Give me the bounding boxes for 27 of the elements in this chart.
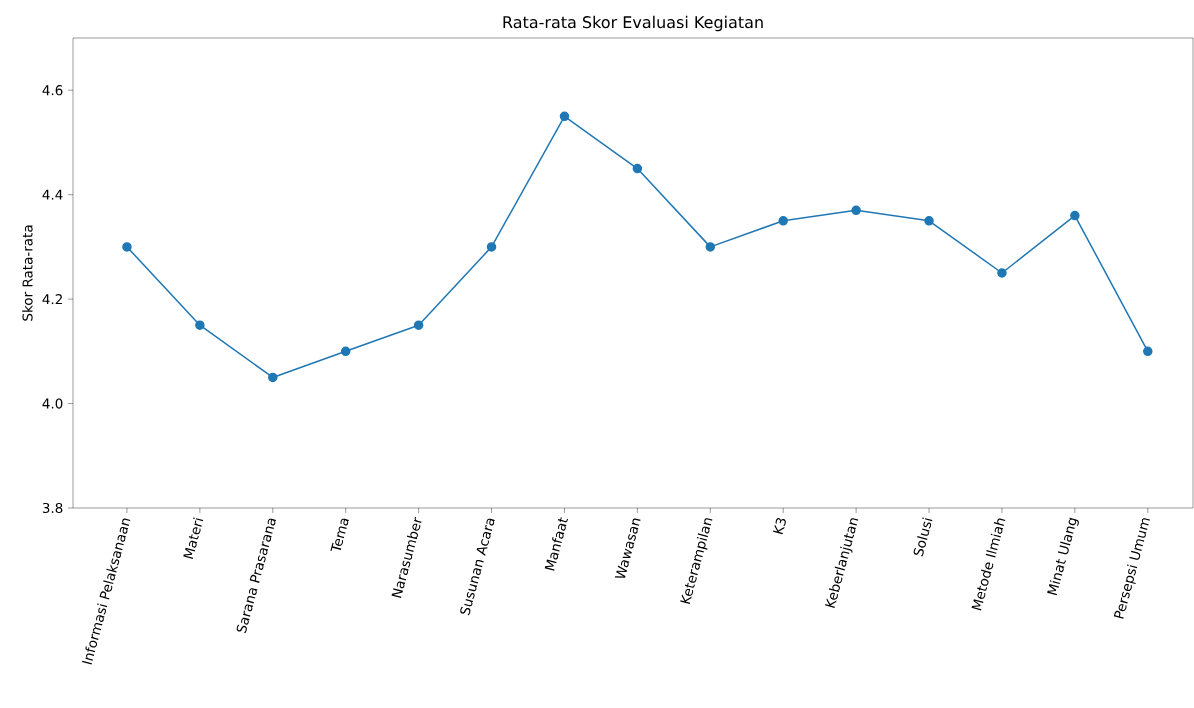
point — [632, 163, 643, 174]
y-tick-label: 4.0 — [42, 398, 63, 409]
point — [705, 242, 716, 252]
point — [268, 372, 278, 383]
y-axis-title: Skor Rata-rata — [22, 225, 33, 321]
x-tick-label: K3 — [773, 518, 786, 535]
x-tick-label: Materi — [183, 517, 204, 559]
point — [195, 320, 205, 330]
x-tick-label: Solusi — [913, 517, 933, 557]
point — [1143, 346, 1153, 357]
x-tick-label: Minat Ulang — [1047, 517, 1079, 596]
point — [851, 205, 861, 216]
point — [1070, 210, 1080, 221]
chart-title: Rata-rata Skor Evaluasi Kegiatan — [503, 15, 763, 32]
point — [413, 320, 424, 330]
point — [997, 268, 1007, 278]
y-tick-label: 4.4 — [42, 189, 63, 200]
y-tick-label: 4.6 — [42, 85, 63, 96]
point — [559, 111, 570, 122]
point — [486, 242, 497, 252]
y-tick-label: 3.8 — [42, 502, 63, 514]
y-tick-label: 4.2 — [42, 294, 62, 305]
point — [924, 216, 934, 226]
x-tick-label: Tema — [330, 518, 349, 552]
point — [122, 242, 132, 252]
point — [340, 346, 351, 357]
point — [778, 216, 788, 226]
